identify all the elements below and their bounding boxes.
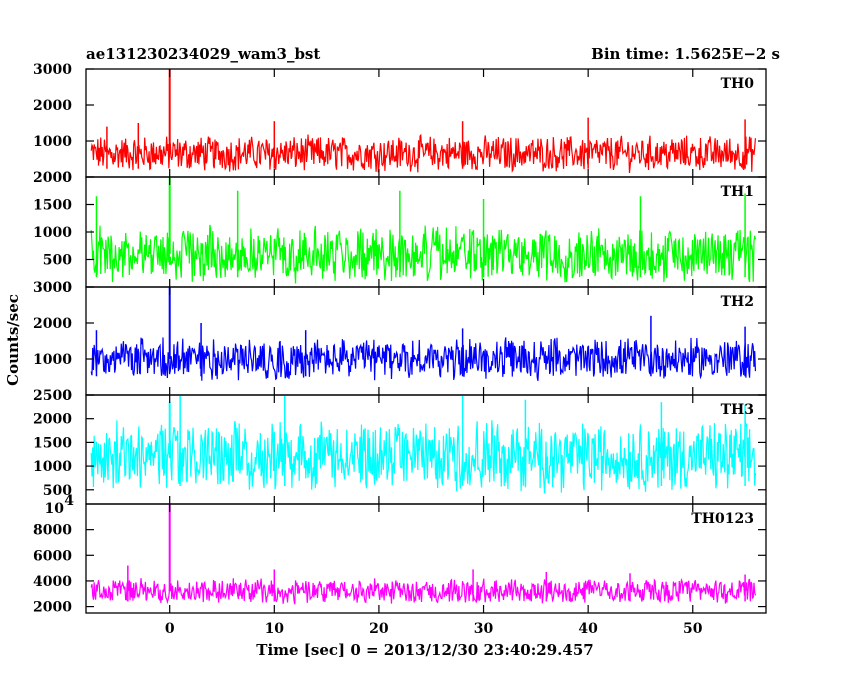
ytick-label: 2000: [33, 316, 72, 332]
ytick-label: 1000: [33, 352, 72, 368]
ytick-label: 6000: [33, 548, 72, 564]
ytick-label: 2000: [33, 412, 72, 428]
signal-th2: [90, 337, 757, 381]
ytick-label-exponent: 4: [64, 493, 74, 509]
x-axis-label: Time [sec] 0 = 2013/12/30 23:40:29.457: [256, 641, 593, 659]
panel-frame-th0123: [85, 503, 767, 614]
xtick-label: 40: [578, 621, 598, 637]
panel-label-th3: TH3: [721, 402, 754, 418]
xtick-label: 0: [165, 621, 175, 637]
ytick-label: 500: [43, 483, 72, 499]
ytick-label: 500: [43, 253, 72, 269]
figure-title-left: ae131230234029_wam3_bst: [86, 45, 320, 63]
ytick-label: 2000: [33, 600, 72, 616]
signal-th0: [90, 133, 757, 174]
ytick-label: 4000: [33, 574, 72, 590]
ytick-label: 1000: [33, 459, 72, 475]
ytick-label: 0: [62, 280, 72, 296]
ytick-label: 3000: [33, 62, 72, 78]
signal-th3: [90, 420, 757, 494]
xtick-label: 20: [369, 621, 389, 637]
panel-label-th0: TH0: [721, 76, 755, 92]
xtick-label: 50: [683, 621, 703, 637]
panel-label-th2: TH2: [721, 294, 754, 310]
signal-th1: [90, 224, 757, 284]
ytick-label: 1500: [33, 198, 72, 214]
xtick-label: 30: [474, 621, 494, 637]
ytick-label: 0: [62, 388, 72, 404]
ytick-label: 1000: [33, 134, 72, 150]
figure-title-right: Bin time: 1.5625E−2 s: [591, 45, 780, 63]
signal-th0123: [90, 577, 757, 605]
panels-group: 0100020003000TH00500100015002000TH101000…: [33, 62, 767, 637]
ytick-label: 2000: [33, 98, 72, 114]
ytick-label: 1500: [33, 435, 72, 451]
ytick-label: 0: [62, 170, 72, 186]
panel-label-th0123: TH0123: [691, 511, 754, 527]
ytick-label: 1000: [33, 225, 72, 241]
ytick-label: 2000: [33, 170, 72, 186]
ytick-label: 2500: [33, 388, 72, 404]
ytick-label: 3000: [33, 280, 72, 296]
ytick-label: 8000: [33, 523, 72, 539]
y-axis-label: Counts/sec: [4, 294, 22, 386]
panel-label-th1: TH1: [721, 184, 754, 200]
ytick-label-top: 10: [45, 501, 65, 517]
panel-frame-th2: [85, 286, 767, 396]
xtick-label: 10: [265, 621, 285, 637]
